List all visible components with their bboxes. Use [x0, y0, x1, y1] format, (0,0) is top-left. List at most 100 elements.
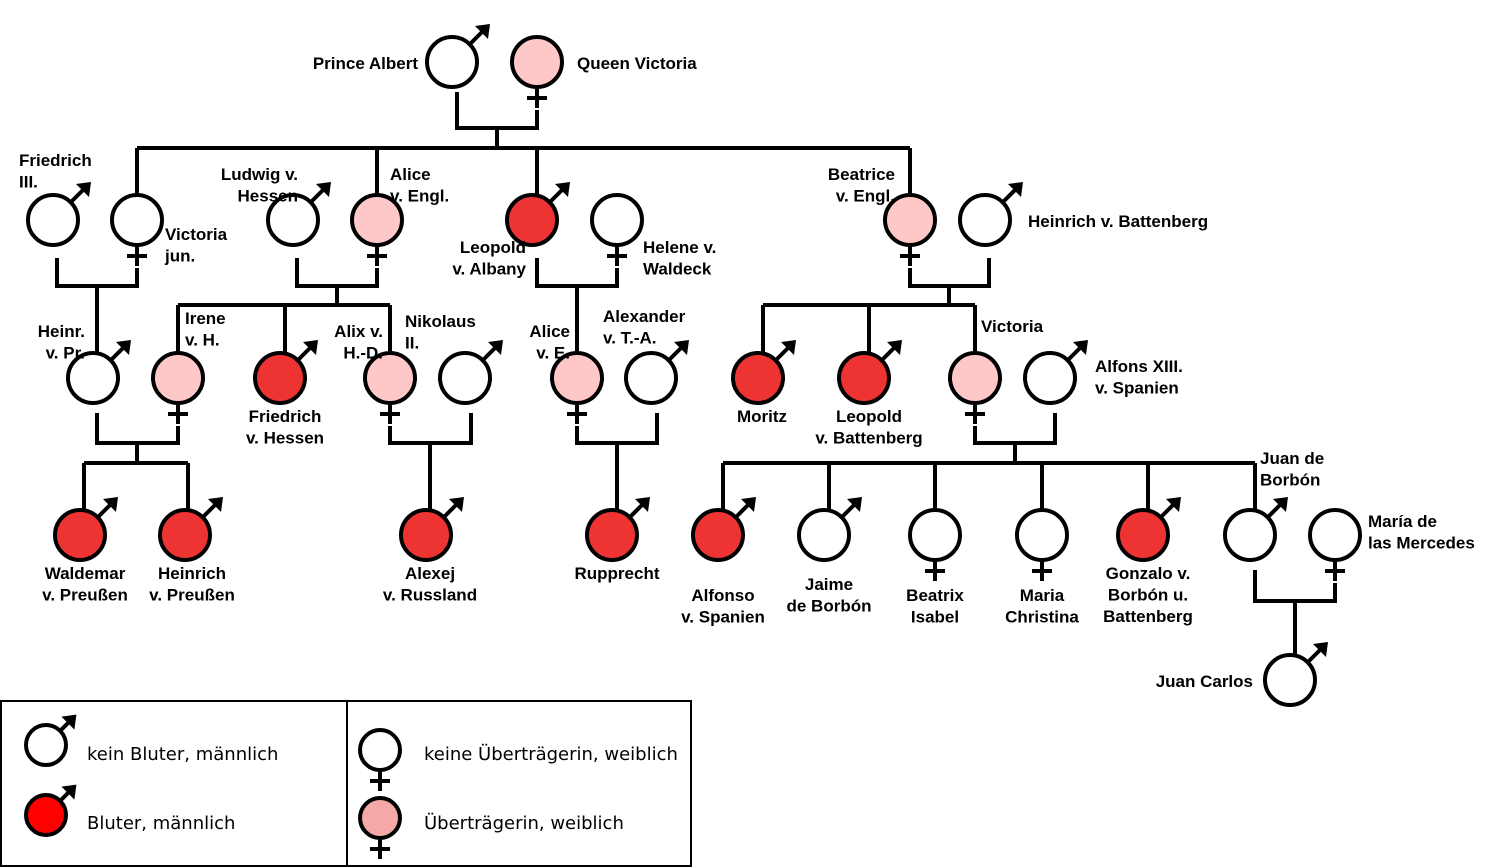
person-victoria-e: Victoria: [948, 317, 1044, 424]
person-label: Juan de: [1260, 449, 1324, 468]
person-label: María de: [1368, 512, 1437, 531]
person-label: Prince Albert: [313, 54, 419, 73]
legend-item: kein Bluter, männlich: [24, 714, 278, 767]
person-label: Christina: [1005, 608, 1079, 627]
person-label: Waldeck: [643, 260, 712, 279]
person-label: v. H.: [185, 331, 220, 350]
person-waldemar: Waldemar v. Preußen: [42, 497, 128, 605]
person-albert: Prince Albert: [313, 24, 490, 89]
connector-line: [455, 92, 539, 130]
person-alice: Alice v. Engl.: [350, 165, 449, 266]
male-symbol-icon: [691, 508, 745, 562]
person-label: Jaime: [805, 575, 853, 594]
female-symbol-icon: [110, 193, 164, 247]
people-nodes: Prince Albert Queen Victoria Friedrich III.…: [19, 24, 1475, 707]
connector-line: [95, 413, 180, 445]
male-symbol-icon: [837, 351, 891, 405]
person-victoria-jun: Victoria jun.: [110, 193, 228, 266]
male-symbol-icon: [266, 193, 320, 247]
person-label: Alfonso: [691, 586, 754, 605]
connector-line: [535, 258, 619, 288]
male-symbol-icon: [399, 508, 453, 562]
person-label: jun.: [164, 247, 195, 266]
person-juan-carlos: Juan Carlos: [1156, 642, 1328, 707]
male-symbol-icon: [1223, 508, 1277, 562]
male-symbol-icon: [797, 508, 851, 562]
person-label: Gonzalo v.: [1106, 564, 1191, 583]
person-label: v. Engl.: [836, 187, 895, 206]
person-label: Juan Carlos: [1156, 672, 1253, 691]
person-label: Leopold: [836, 407, 902, 426]
person-moritz: Moritz: [731, 340, 796, 426]
person-label: Heinrich: [158, 564, 226, 583]
person-label: Helene v.: [643, 238, 716, 257]
person-label: Beatrice: [828, 165, 895, 184]
person-label: Heinr.: [38, 322, 85, 341]
male-symbol-icon: [66, 351, 120, 405]
female-symbol-icon: [908, 508, 962, 562]
connector-line: [55, 258, 139, 288]
connector-line: [908, 258, 991, 288]
male-symbol-icon: [438, 351, 492, 405]
person-label: Hessen: [238, 187, 298, 206]
person-mercedes: María de las Mercedes: [1308, 508, 1475, 581]
male-symbol-icon: [505, 193, 559, 247]
connection-lines: [55, 92, 1337, 655]
person-label: de Borbón: [787, 597, 872, 616]
person-label: Irene: [185, 309, 226, 328]
person-maria: Maria Christina: [1005, 508, 1079, 627]
person-label: v. E.: [536, 344, 570, 363]
person-label: v. Preußen: [42, 586, 128, 605]
person-label: Isabel: [911, 608, 959, 627]
person-label: Alix v.: [334, 322, 383, 341]
male-symbol-icon: [958, 193, 1012, 247]
person-label: Nikolaus: [405, 312, 476, 331]
male-symbol-icon: [425, 35, 479, 89]
female-symbol-icon: [550, 351, 604, 405]
person-alexander: Alexander v. T.-A.: [603, 307, 689, 405]
person-juan: Juan de Borbón: [1223, 449, 1324, 562]
legend: kein Bluter, männlich Bluter, männlich kei…: [0, 700, 692, 867]
person-label: III.: [19, 173, 38, 192]
person-alfonso: Alfonso v. Spanien: [681, 497, 765, 627]
person-leopold-b: Leopold v. Battenberg: [815, 340, 923, 448]
person-alix: Alix v. H.-D.: [334, 322, 417, 424]
person-label: Moritz: [737, 407, 787, 426]
person-label: Victoria: [981, 317, 1044, 336]
person-label: las Mercedes: [1368, 534, 1475, 553]
person-label: Victoria: [165, 225, 228, 244]
person-victoria: Queen Victoria: [510, 35, 697, 108]
person-heinrich-p: Heinrich v. Preußen: [149, 497, 235, 605]
legend-text: kein Bluter, männlich: [87, 744, 278, 765]
person-label: Rupprecht: [575, 564, 660, 583]
person-label: Waldemar: [45, 564, 126, 583]
connector-line: [388, 413, 473, 445]
female-symbol-icon: [510, 35, 564, 89]
person-alexej: Alexej v. Russland: [383, 497, 477, 605]
person-label: v. Hessen: [246, 429, 324, 448]
female-symbol-icon: [1308, 508, 1362, 562]
person-label: Friedrich: [249, 407, 322, 426]
person-label: Alfons XIII.: [1095, 357, 1183, 376]
legend-item: Bluter, männlich: [24, 784, 235, 837]
person-alfons: Alfons XIII. v. Spanien: [1023, 340, 1183, 405]
connector-line: [1253, 570, 1337, 603]
legend-text: keine Überträgerin, weiblich: [424, 743, 678, 765]
person-label: Alice: [529, 322, 570, 341]
female-symbol-icon: [358, 796, 402, 840]
person-rupprecht: Rupprecht: [575, 497, 660, 583]
person-label: H.-D.: [343, 344, 383, 363]
person-label: Queen Victoria: [577, 54, 697, 73]
person-friedrich3: Friedrich III.: [19, 151, 92, 247]
female-symbol-icon: [350, 193, 404, 247]
person-label: v. Battenberg: [815, 429, 922, 448]
female-symbol-icon: [151, 351, 205, 405]
female-symbol-icon: [358, 728, 402, 772]
male-symbol-icon: [624, 351, 678, 405]
person-label: Heinrich v. Battenberg: [1028, 212, 1208, 231]
person-label: Alexej: [405, 564, 455, 583]
male-symbol-icon: [24, 793, 68, 837]
male-symbol-icon: [1263, 653, 1317, 707]
legend-item: Überträgerin, weiblich: [358, 796, 624, 859]
